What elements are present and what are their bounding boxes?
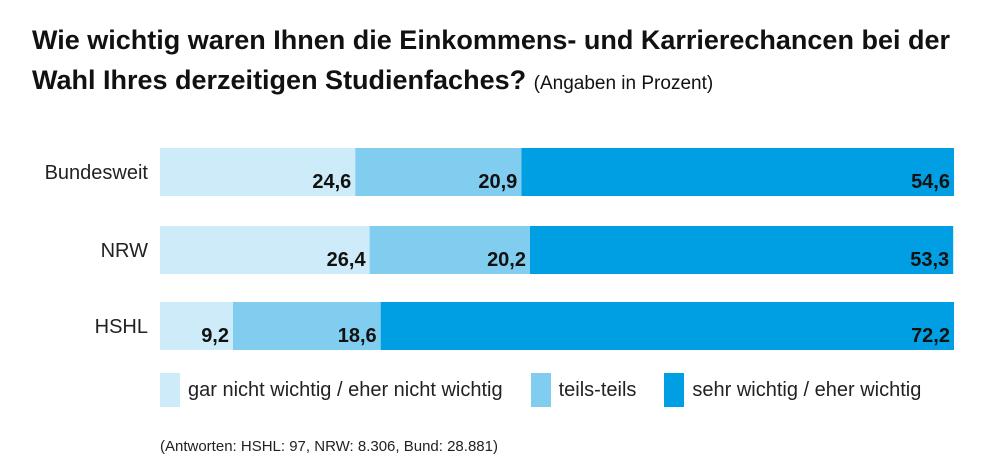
data-label-0-1: 20,9	[478, 171, 517, 193]
legend-swatch-2	[664, 373, 685, 407]
data-label-2-1: 18,6	[338, 325, 377, 347]
chart-title-main: Wie wichtig waren Ihnen die Einkommens- …	[32, 25, 950, 95]
data-label-1-0: 26,4	[327, 249, 367, 271]
data-label-0-2: 54,6	[911, 171, 950, 193]
chart-legend: gar nicht wichtig / eher nicht wichtig t…	[160, 372, 949, 408]
legend-swatch-0	[160, 373, 180, 407]
legend-label-2: sehr wichtig / eher wichtig	[692, 378, 922, 401]
bar-2-2	[380, 302, 954, 350]
bar-2-0	[160, 302, 233, 350]
legend-label-0: gar nicht wichtig / eher nicht wichtig	[188, 378, 503, 401]
legend-label-1: teils-teils	[558, 378, 637, 401]
legend-item-2: sehr wichtig / eher wichtig	[664, 373, 921, 407]
legend-item-1: teils-teils	[530, 373, 637, 407]
bar-1-0	[160, 226, 370, 274]
legend-item-0: gar nicht wichtig / eher nicht wichtig	[160, 373, 503, 407]
bar-1-1	[369, 226, 530, 274]
bar-2-1	[233, 302, 381, 350]
footnote: (Antworten: HSHL: 97, NRW: 8.306, Bund: …	[160, 438, 498, 455]
category-label-0: Bundesweit	[45, 162, 149, 184]
category-label-2: HSHL	[95, 316, 148, 338]
data-label-2-0: 9,2	[201, 325, 229, 347]
chart-title: Wie wichtig waren Ihnen die Einkommens- …	[32, 20, 972, 104]
data-label-1-1: 20,2	[487, 249, 526, 271]
data-label-0-0: 24,6	[312, 171, 351, 193]
chart-title-note: (Angaben in Prozent)	[533, 73, 714, 94]
bar-0-1	[355, 148, 522, 196]
data-label-2-2: 72,2	[911, 325, 950, 347]
category-label-1: NRW	[101, 240, 149, 262]
legend-swatch-1	[530, 373, 551, 407]
bar-0-2	[521, 148, 954, 196]
bar-1-2	[530, 226, 954, 274]
bar-0-0	[160, 148, 356, 196]
data-label-1-2: 53,3	[910, 249, 949, 271]
